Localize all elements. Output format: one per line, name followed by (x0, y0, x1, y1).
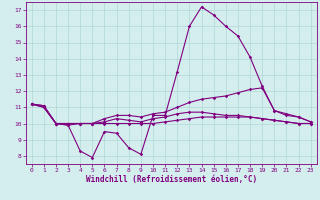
X-axis label: Windchill (Refroidissement éolien,°C): Windchill (Refroidissement éolien,°C) (86, 175, 257, 184)
